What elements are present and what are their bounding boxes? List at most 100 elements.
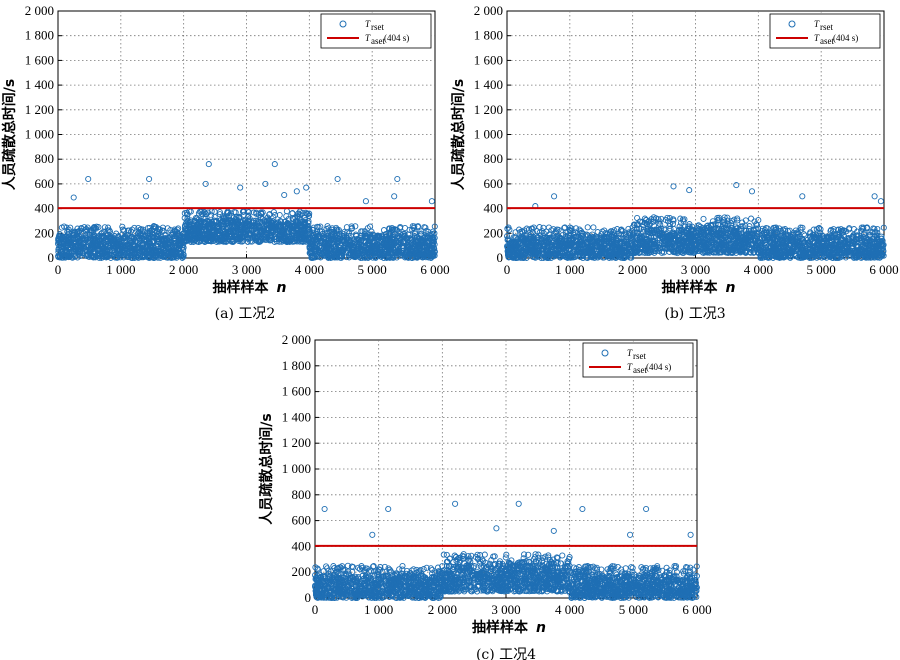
rset-point	[149, 253, 156, 260]
rset-point	[135, 254, 142, 261]
x-tick-label: 3 000	[232, 262, 261, 277]
y-tick-label: 600	[35, 176, 55, 191]
rset-point	[137, 226, 144, 233]
rset-point	[55, 245, 62, 252]
rset-point	[85, 252, 92, 259]
x-tick-label: 4 000	[295, 262, 324, 277]
rset-point	[113, 239, 121, 246]
rset-point	[104, 252, 111, 259]
rset-point	[161, 238, 168, 245]
rset-point	[173, 242, 180, 249]
rset-point	[103, 254, 110, 261]
y-tick-label: 800	[484, 151, 504, 166]
rset-point	[113, 230, 120, 237]
rset-point	[74, 248, 81, 255]
rset-point	[138, 254, 145, 261]
rset-point	[63, 224, 70, 231]
rset-point	[155, 231, 162, 238]
rset-point	[80, 250, 87, 257]
rset-point	[127, 235, 134, 242]
y-tick-label: 1 400	[25, 77, 54, 92]
rset-point	[270, 214, 277, 221]
rset-point	[119, 226, 126, 233]
rset-point	[128, 251, 135, 258]
rset-point	[80, 237, 87, 244]
rset-point	[101, 224, 108, 231]
x-tick-label: 3 000	[681, 262, 710, 277]
y-axis-title: 人员疏散总时间/s	[1, 79, 18, 190]
rset-point	[119, 223, 126, 230]
rset-point	[122, 251, 129, 258]
rset-point	[135, 234, 142, 241]
rset-point	[84, 236, 91, 243]
rset-point	[154, 241, 161, 248]
y-tick-label: 2 000	[474, 3, 503, 18]
rset-point	[151, 223, 158, 230]
rset-point	[165, 244, 172, 251]
rset-point	[306, 210, 313, 217]
rset-point	[67, 224, 74, 231]
rset-point	[129, 242, 136, 249]
rset-point	[59, 251, 66, 258]
x-tick-label: 1 000	[106, 262, 135, 277]
rset-point	[113, 250, 120, 257]
rset-point	[130, 234, 137, 241]
rset-point	[71, 248, 78, 255]
panel-caption: (a) 工况2	[215, 306, 276, 322]
rset-point	[177, 249, 184, 256]
rset-point	[105, 224, 112, 231]
rset-point	[127, 228, 135, 235]
rset-point	[105, 236, 112, 243]
rset-point	[148, 245, 155, 252]
rset-point	[177, 252, 184, 260]
rset-point	[69, 254, 76, 261]
legend-label-rset-sub: rset	[371, 22, 384, 32]
x-tick-label: 0	[55, 262, 62, 277]
rset-point	[305, 212, 313, 219]
rset-point	[143, 234, 150, 241]
x-tick-label: 2 000	[169, 262, 198, 277]
y-tick-label: 200	[35, 225, 55, 240]
rset-point	[154, 239, 161, 246]
y-tick-label: 0	[48, 250, 55, 265]
y-tick-label: 400	[35, 201, 55, 216]
y-tick-label: 1 000	[474, 127, 503, 142]
rset-point	[86, 234, 93, 241]
y-tick-label: 200	[484, 225, 504, 240]
rset-point	[135, 232, 142, 240]
y-tick-label: 400	[484, 201, 504, 216]
rset-point	[83, 228, 90, 235]
rset-point	[75, 232, 82, 240]
rset-point	[55, 235, 62, 242]
rset-point	[71, 239, 78, 246]
x-tick-label: 0	[504, 262, 511, 277]
rset-point	[94, 241, 102, 248]
x-tick-label: 2 000	[618, 262, 647, 277]
rset-point	[117, 249, 124, 256]
y-tick-label: 1 200	[25, 102, 54, 117]
y-tick-label: 800	[35, 151, 55, 166]
rset-point	[158, 251, 166, 258]
rset-point	[111, 249, 118, 256]
chart-panel-1: 0 200 400 600 800 1 000 1 200 1 400 1 600 1 800 2 …	[1, 3, 450, 322]
rset-point	[67, 239, 74, 246]
rset-scatter-points	[54, 161, 438, 262]
rset-point	[118, 252, 126, 260]
rset-point	[146, 228, 153, 235]
x-tick-label: 1 000	[555, 262, 584, 277]
rset-point	[162, 252, 169, 259]
rset-point	[170, 237, 178, 244]
rset-point	[89, 248, 96, 256]
y-tick-label: 0	[497, 250, 504, 265]
y-tick-label: 1 800	[25, 28, 54, 43]
y-tick-label: 1 600	[25, 52, 54, 67]
x-tick-label: 4 000	[744, 262, 773, 277]
rset-point	[174, 229, 181, 236]
x-tick-label: 5 000	[807, 262, 836, 277]
rset-point	[131, 224, 138, 231]
rset-point	[54, 240, 62, 247]
rset-point	[90, 224, 97, 232]
rset-point	[63, 245, 70, 252]
rset-point	[250, 217, 257, 224]
